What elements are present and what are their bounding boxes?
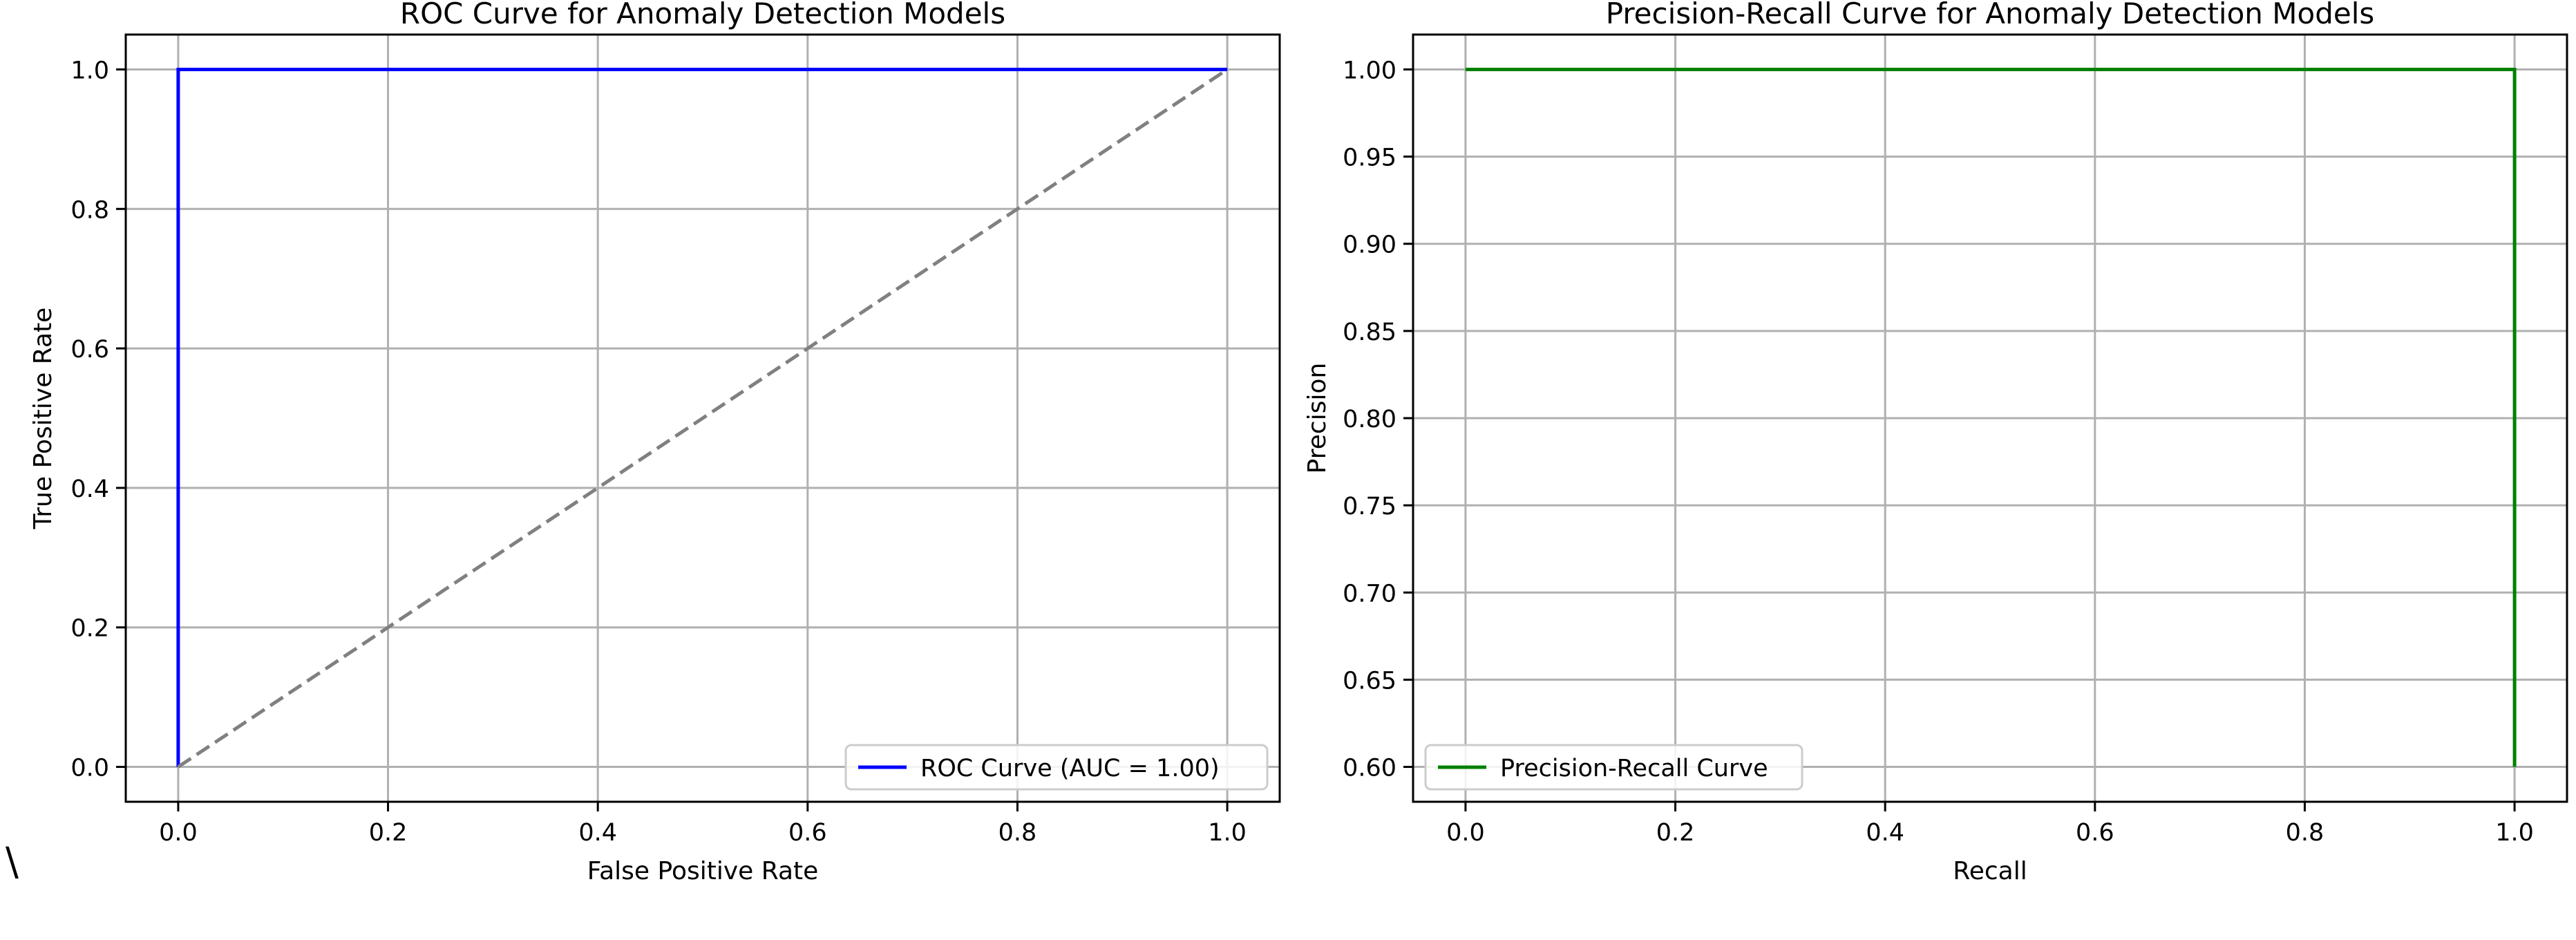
chart2-xlabel: Recall <box>1953 857 2027 885</box>
chart2-legend-box <box>1424 744 1803 791</box>
chart2-ytick-label-5: 0.85 <box>1343 319 1396 346</box>
chart2-ytick-label-8: 1.00 <box>1343 57 1396 84</box>
chart1-xtick-label-1: 0.2 <box>369 819 408 847</box>
chart1-xtick-label-5: 1.0 <box>1208 819 1247 847</box>
chart1-ytick-label-5: 1.0 <box>70 57 109 84</box>
chart1-ytick-label-1: 0.2 <box>70 615 109 643</box>
chart1-ytick-label-0: 0.0 <box>70 755 109 782</box>
chart2-ytick-label-7: 0.95 <box>1343 144 1396 172</box>
chart1-ylabel: True Positive Rate <box>29 308 57 530</box>
stray-backslash: \ <box>6 840 19 885</box>
chart2-xtick-label-5: 1.0 <box>2495 819 2534 847</box>
chart2-ytick-label-3: 0.75 <box>1343 493 1396 520</box>
chart1-xtick-label-0: 0.0 <box>159 819 198 847</box>
chart1-title: ROC Curve for Anomaly Detection Models <box>400 0 1005 30</box>
chart1-ytick-label-3: 0.6 <box>70 336 109 364</box>
chart1-ytick-label-2: 0.4 <box>70 476 109 503</box>
chart2-ytick-label-1: 0.65 <box>1343 667 1396 695</box>
chart2-xtick-label-3: 0.6 <box>2076 819 2114 847</box>
chart1-xtick-label-4: 0.8 <box>998 819 1037 847</box>
chart2-ylabel: Precision <box>1303 363 1332 474</box>
chart1-xlabel: False Positive Rate <box>587 857 819 885</box>
chart2-ytick-label-6: 0.90 <box>1343 232 1396 259</box>
chart2-xtick-label-0: 0.0 <box>1446 819 1485 847</box>
chart2-xtick-label-4: 0.8 <box>2286 819 2324 847</box>
chart1-xtick-label-3: 0.6 <box>788 819 827 847</box>
chart2-xtick-label-2: 0.4 <box>1866 819 1904 847</box>
chart2-ytick-label-2: 0.70 <box>1343 580 1396 608</box>
chart2-title: Precision-Recall Curve for Anomaly Detec… <box>1606 0 2375 30</box>
chart2-ytick-label-4: 0.80 <box>1343 406 1396 433</box>
chart1-series-0-curve <box>176 68 1228 767</box>
chart1-series-1-diagonal-reference <box>177 68 1229 769</box>
chart1-legend-label: ROC Curve (AUC = 1.00) <box>920 755 1220 782</box>
chart2-xtick-label-1: 0.2 <box>1656 819 1695 847</box>
chart1-legend-box <box>844 744 1269 791</box>
chart2-series-0-curve <box>1465 68 2517 767</box>
chart1-axes-frame <box>124 33 1281 803</box>
chart2-ytick-label-0: 0.60 <box>1343 755 1396 782</box>
chart1-xtick-label-2: 0.4 <box>578 819 617 847</box>
chart1-ytick-label-4: 0.8 <box>70 196 109 224</box>
chart2-legend-label: Precision-Recall Curve <box>1500 755 1768 782</box>
